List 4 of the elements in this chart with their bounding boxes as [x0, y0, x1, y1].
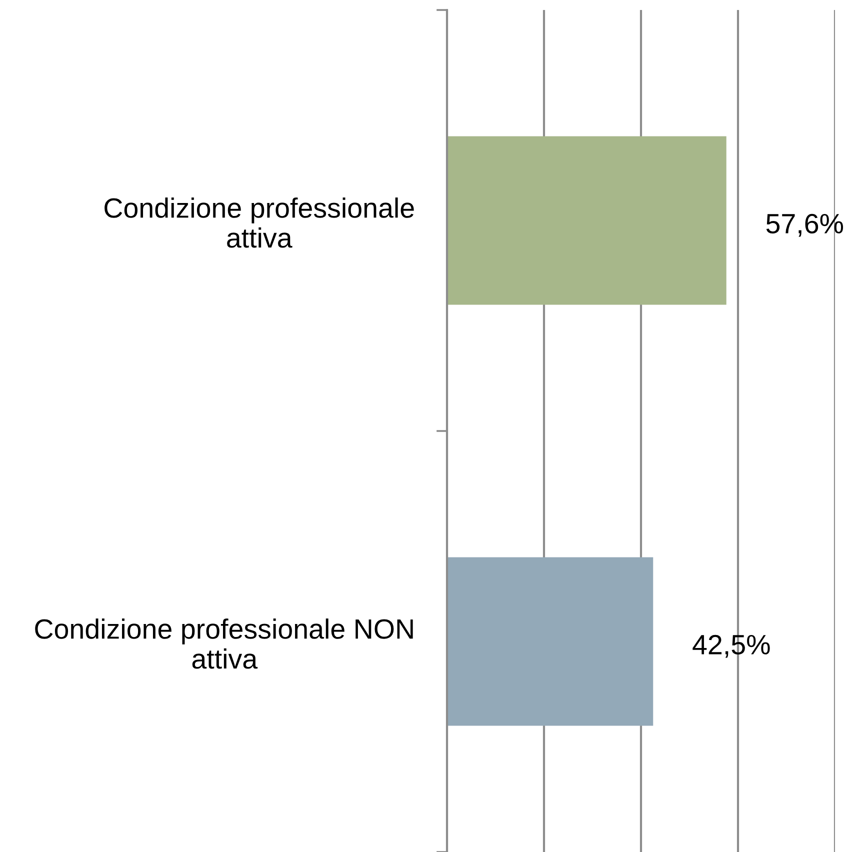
data-label: 42,5% [692, 634, 770, 658]
y-tick-label: Condizione professionale NON attiva [35, 618, 413, 669]
data-label: 57,6% [766, 214, 844, 237]
y-tick-label: Condizione professionale attiva [104, 197, 414, 248]
